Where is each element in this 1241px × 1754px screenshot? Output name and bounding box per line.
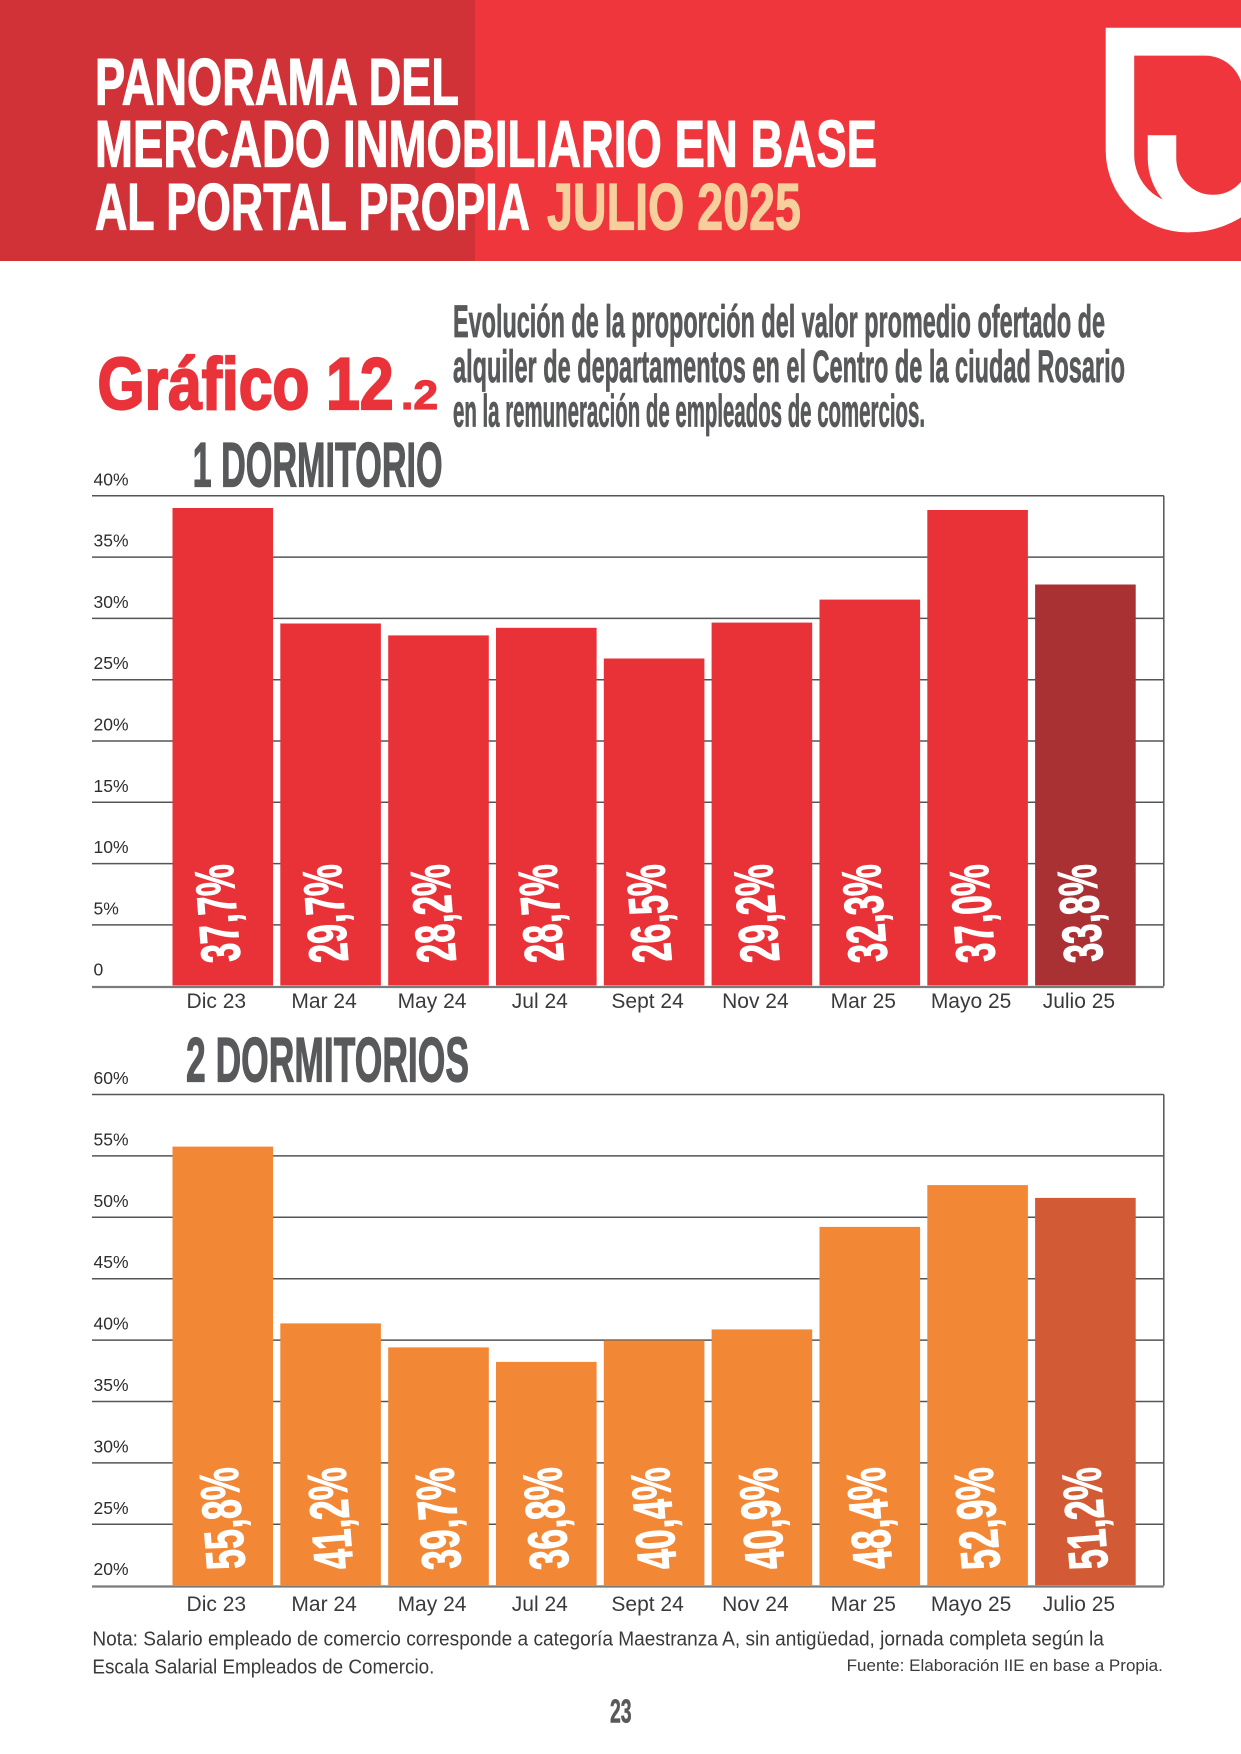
svg-text:51,2%: 51,2%	[1050, 1465, 1120, 1572]
svg-text:60%: 60%	[94, 1068, 129, 1088]
svg-text:Nov 24: Nov 24	[722, 1593, 789, 1616]
svg-text:33,8%: 33,8%	[1045, 862, 1114, 965]
svg-text:.2: .2	[401, 372, 438, 418]
svg-text:May 24: May 24	[398, 1593, 467, 1616]
svg-text:MERCADO INMOBILIARIO EN BASE: MERCADO INMOBILIARIO EN BASE	[95, 107, 877, 181]
svg-text:55%: 55%	[94, 1129, 129, 1149]
svg-text:10%: 10%	[94, 837, 129, 857]
svg-text:Fuente: Elaboración IIE en bas: Fuente: Elaboración IIE en base a Propia…	[847, 1657, 1163, 1675]
svg-text:Jul 24: Jul 24	[512, 1593, 568, 1616]
svg-text:15%: 15%	[94, 776, 129, 796]
svg-text:en la remuneración de empleado: en la remuneración de empleados de comer…	[453, 386, 925, 437]
svg-text:Nov 24: Nov 24	[722, 990, 789, 1013]
svg-text:30%: 30%	[94, 1436, 129, 1456]
svg-text:Sept 24: Sept 24	[611, 1593, 684, 1616]
svg-text:48,4%: 48,4%	[834, 1465, 904, 1572]
svg-text:alquiler de departamentos en e: alquiler de departamentos en el Centro d…	[453, 341, 1125, 392]
svg-text:Mar 25: Mar 25	[831, 990, 896, 1013]
svg-text:45%: 45%	[94, 1252, 129, 1272]
svg-text:Mayo 25: Mayo 25	[931, 1593, 1012, 1616]
svg-text:1 DORMITORIO: 1 DORMITORIO	[193, 431, 443, 501]
svg-text:May 24: May 24	[398, 990, 467, 1013]
svg-text:29,7%: 29,7%	[291, 862, 360, 965]
svg-text:Mar 24: Mar 24	[291, 1593, 357, 1616]
svg-text:0: 0	[94, 960, 104, 980]
svg-text:25%: 25%	[94, 1498, 129, 1518]
svg-text:40,4%: 40,4%	[619, 1465, 689, 1572]
svg-text:5%: 5%	[94, 898, 119, 918]
svg-text:25%: 25%	[94, 653, 129, 673]
svg-text:50%: 50%	[94, 1191, 129, 1211]
svg-text:52,9%: 52,9%	[942, 1465, 1012, 1572]
svg-text:37,7%: 37,7%	[183, 862, 252, 965]
svg-text:55,8%: 55,8%	[187, 1465, 257, 1572]
svg-text:35%: 35%	[94, 531, 129, 551]
svg-text:39,7%: 39,7%	[403, 1465, 473, 1572]
svg-text:32,3%: 32,3%	[830, 862, 899, 965]
svg-text:AL PORTAL PROPIA: AL PORTAL PROPIA	[95, 169, 530, 243]
svg-text:Julio 25: Julio 25	[1043, 1593, 1115, 1616]
svg-text:Nota: Salario empleado de come: Nota: Salario empleado de comercio corre…	[92, 1628, 1104, 1650]
svg-text:41,2%: 41,2%	[295, 1465, 365, 1572]
svg-text:40%: 40%	[94, 469, 129, 489]
svg-text:40,9%: 40,9%	[727, 1465, 797, 1572]
svg-text:30%: 30%	[94, 592, 129, 612]
svg-text:35%: 35%	[94, 1375, 129, 1395]
svg-text:Mayo 25: Mayo 25	[931, 990, 1012, 1013]
svg-text:Gráfico 12: Gráfico 12	[98, 344, 394, 425]
svg-text:Dic 23: Dic 23	[187, 990, 247, 1013]
svg-text:Evolución de la proporción del: Evolución de la proporción del valor pro…	[453, 296, 1105, 347]
svg-text:Mar 25: Mar 25	[831, 1593, 896, 1616]
svg-text:Jul 24: Jul 24	[512, 990, 568, 1013]
svg-text:JULIO 2025: JULIO 2025	[547, 169, 801, 243]
svg-text:23: 23	[610, 1693, 632, 1730]
svg-text:Escala Salarial Empleados de C: Escala Salarial Empleados de Comercio.	[92, 1657, 434, 1679]
svg-text:2 DORMITORIOS: 2 DORMITORIOS	[186, 1026, 469, 1096]
svg-text:26,5%: 26,5%	[614, 862, 683, 965]
svg-text:20%: 20%	[94, 1559, 129, 1579]
svg-text:Dic 23: Dic 23	[187, 1593, 247, 1616]
svg-text:Julio 25: Julio 25	[1043, 990, 1115, 1013]
svg-text:28,7%: 28,7%	[506, 862, 575, 965]
svg-text:Mar 24: Mar 24	[291, 990, 357, 1013]
svg-text:20%: 20%	[94, 715, 129, 735]
svg-text:28,2%: 28,2%	[398, 862, 467, 965]
svg-text:37,0%: 37,0%	[938, 862, 1007, 965]
svg-text:40%: 40%	[94, 1314, 129, 1334]
svg-text:36,8%: 36,8%	[511, 1465, 581, 1572]
svg-text:Sept 24: Sept 24	[611, 990, 684, 1013]
svg-text:PANORAMA DEL: PANORAMA DEL	[95, 44, 459, 118]
svg-text:29,2%: 29,2%	[722, 862, 791, 965]
